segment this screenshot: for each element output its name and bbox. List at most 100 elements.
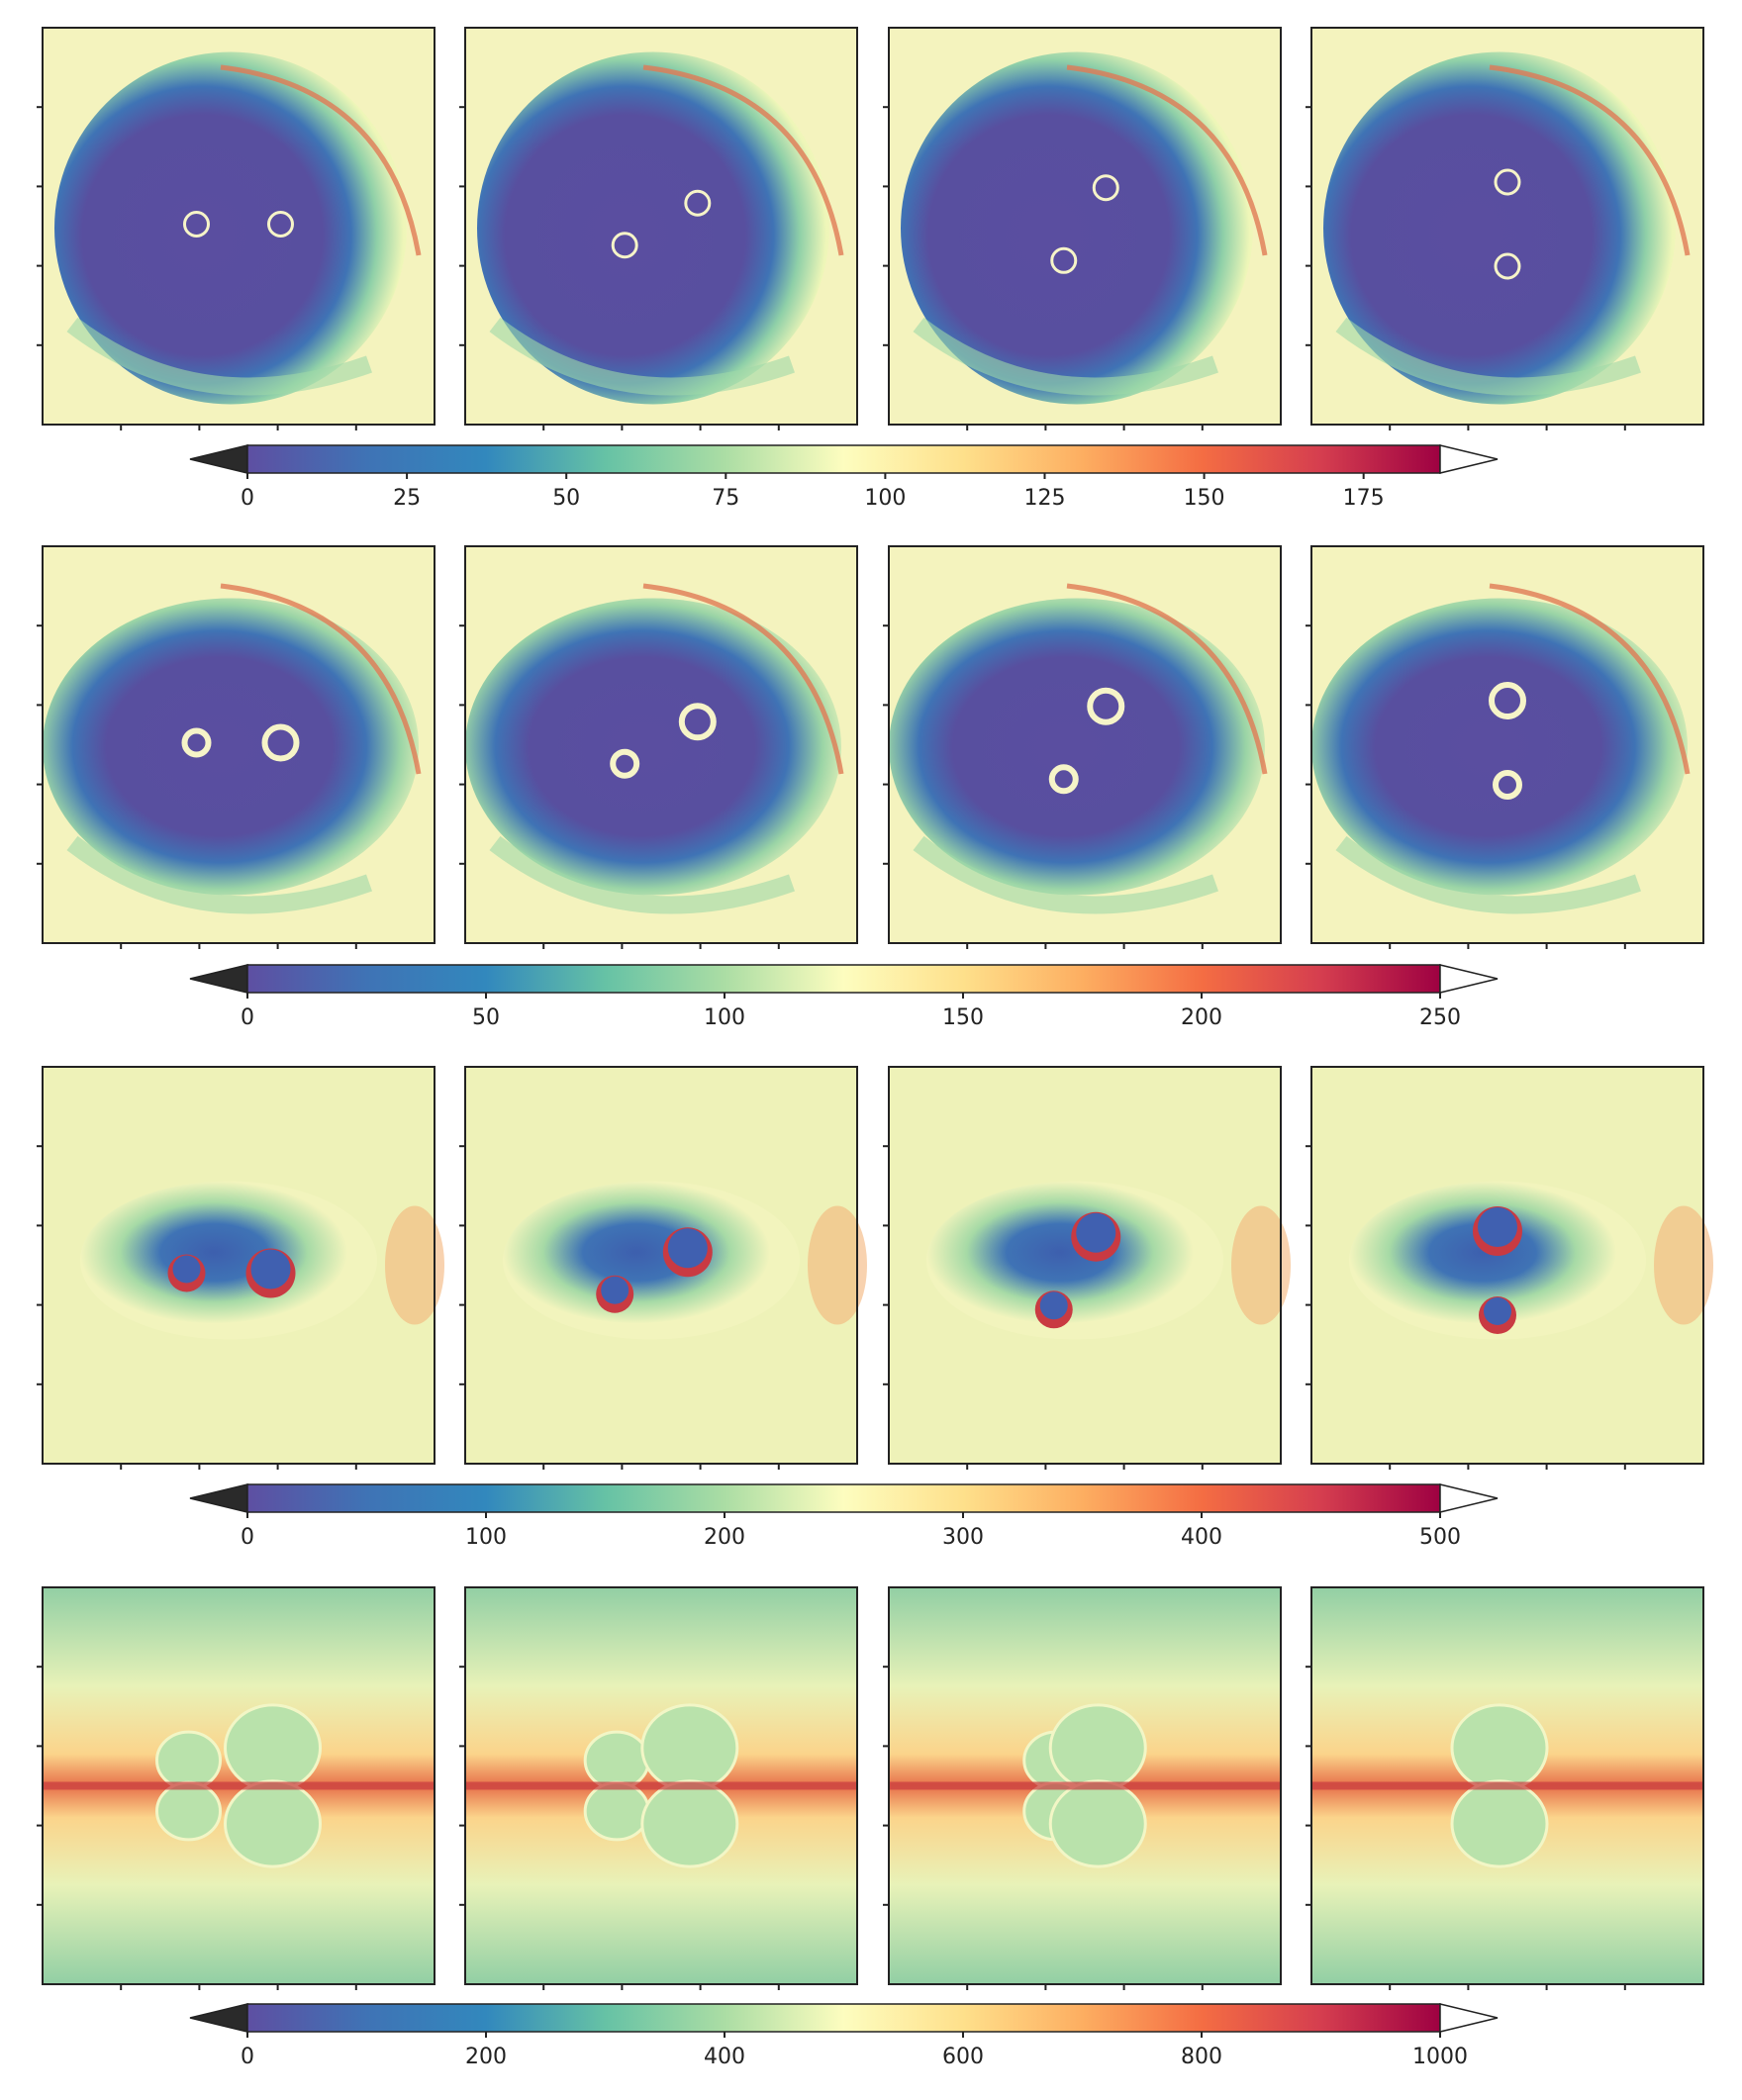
panel-r4-c3 [883,1586,1282,1990]
colorbar-tick-label: 250 [1419,1005,1461,1030]
panel-frame [42,27,436,426]
spiral-arm-outer [489,317,795,396]
black-hole-2 [1489,682,1526,719]
spiral-arm [642,64,844,256]
low-density-cavity [1311,598,1688,896]
panel-r1-c1 [37,27,436,430]
colorbar-row-1: 0 25 50 75 100 125 150 175 [189,444,1499,511]
panel-r1-c2 [459,27,858,430]
panel-frame [464,545,858,944]
colorbar-tick-label: 100 [864,486,906,511]
low-density-cavity [465,598,841,896]
shock-region [1654,1205,1713,1325]
black-hole-1 [1494,252,1521,280]
colorbar-row-4: 0 200 400 600 800 1000 [189,2003,1499,2069]
colorbar-extend-max [1439,2003,1499,2033]
spiral-arm-outer [1335,835,1641,914]
colorbar-gradient [246,444,1441,474]
colorbar-tick-label: 150 [942,1005,984,1030]
low-density-cavity [901,51,1253,405]
colorbar-extend-min [189,1483,248,1513]
panel-r4-c2 [459,1586,858,1990]
panel-frame [1310,1066,1704,1465]
panels-layer [37,27,1713,1990]
panel-frame [1310,27,1704,426]
colorbar-tick-label: 125 [1023,486,1065,511]
colorbar-tick-label: 1000 [1412,2045,1468,2069]
shock-region [385,1205,444,1325]
colorbar-row-2: 0 50 100 150 200 250 [189,964,1499,1030]
colorbar-tick-label: 25 [393,486,421,511]
black-hole-2 [1087,687,1125,725]
panel-frame [888,545,1282,944]
colorbar-gradient [246,964,1441,994]
lobe-upper-2 [640,1703,739,1792]
black-hole-1 [1039,1291,1068,1320]
colorbar-extend-max [1439,444,1499,474]
lobe-lower-2 [1450,1779,1549,1868]
colorbar-gradient [246,1483,1441,1513]
colorbar-tick-label: 500 [1419,1525,1461,1550]
panel-frame [888,1586,1282,1985]
colorbar-tick-label: 200 [704,1525,745,1550]
panel-r3-c1 [37,1066,444,1470]
panel-frame [464,1586,858,1985]
panel-r1-c3 [883,27,1282,430]
low-density-cavity [43,598,419,896]
panel-r2-c1 [37,545,436,949]
low-density-cavity [80,1181,377,1340]
spiral-arm-outer [489,835,795,914]
black-hole-2 [684,189,712,217]
black-hole-2 [1478,1207,1517,1247]
panel-r3-c2 [459,1066,867,1470]
black-hole-1 [183,211,210,238]
black-hole-2 [250,1249,291,1289]
colorbar-tick-label: 100 [704,1005,745,1030]
lobe-upper-2 [224,1703,322,1792]
black-hole-2 [267,211,294,238]
lobe-upper-1 [583,1730,650,1791]
panel-frame [42,1586,436,1985]
panel-r2-c4 [1306,545,1704,949]
spiral-arm [1066,583,1268,775]
panel-r2-c3 [883,545,1282,949]
spiral-arm-outer [913,317,1218,396]
spiral-arm-outer [66,317,372,396]
panel-frame [42,545,436,944]
spiral-arm [220,583,422,775]
shock-region [1231,1205,1291,1325]
panel-r4-c4 [1306,1586,1704,1990]
black-hole-1 [172,1255,201,1284]
black-hole-1 [1493,770,1522,800]
colorbar-tick-label: 0 [241,486,254,511]
colorbar-extend-min [189,444,248,474]
spiral-arm [1489,64,1691,256]
low-density-cavity [54,51,407,405]
black-hole-2 [1092,174,1119,202]
colorbar-tick-label: 0 [241,1525,254,1550]
low-density-cavity [926,1181,1223,1340]
panel-frame [888,1066,1282,1465]
spiral-arm-outer [1335,317,1641,396]
colorbar-gradient [246,2003,1441,2033]
low-density-cavity [1349,1181,1646,1340]
colorbar-extend-min [189,964,248,994]
panel-frame [464,27,858,426]
black-hole-2 [1494,168,1521,196]
spiral-arm-outer [66,835,372,914]
low-density-cavity [503,1181,800,1340]
black-hole-2 [678,703,717,741]
lobe-upper-2 [1048,1703,1147,1792]
panel-frame [42,1066,436,1465]
lobe-lower-1 [583,1780,650,1842]
panel-frame [888,27,1282,426]
colorbar-extend-min [189,2003,248,2033]
black-hole-2 [667,1228,708,1269]
colorbar-tick-label: 200 [1181,1005,1222,1030]
spiral-arm [220,64,422,256]
black-hole-1 [601,1276,629,1304]
colorbar-tick-label: 150 [1184,486,1225,511]
colorbar-tick-label: 0 [241,1005,254,1030]
colorbar-tick-label: 400 [1181,1525,1222,1550]
